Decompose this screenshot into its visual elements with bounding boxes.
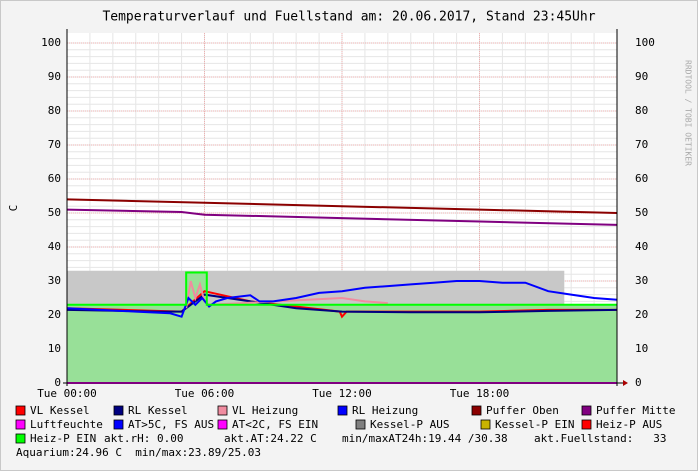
legend-swatch	[15, 433, 26, 444]
legend-swatch	[355, 419, 366, 430]
x-tick-label: Tue 06:00	[175, 387, 235, 400]
legend-label: Kessel-P EIN	[495, 418, 574, 431]
y2-tick-label: 90	[635, 70, 648, 83]
y-tick-label: 30	[48, 274, 61, 287]
y2-tick-label: 0	[635, 376, 642, 389]
legend-swatch	[113, 405, 124, 416]
chart-title: Temperaturverlauf und Fuellstand am: 20.…	[102, 10, 595, 25]
legend-label: RL Kessel	[128, 404, 188, 417]
legend-swatch	[113, 419, 124, 430]
y2-tick-label: 80	[635, 104, 648, 117]
x-tick-label: Tue 00:00	[37, 387, 97, 400]
legend-label: RL Heizung	[352, 404, 418, 417]
watermark: RRDTOOL / TOBI OETIKER	[684, 60, 693, 166]
legend-label: Kessel-P AUS	[370, 418, 449, 431]
y2-tick-label: 70	[635, 138, 648, 151]
line	[66, 198, 618, 214]
arrow	[623, 380, 628, 386]
legend-swatch	[480, 419, 491, 430]
line	[66, 293, 618, 314]
legend-swatch	[471, 405, 482, 416]
y-tick-label: 50	[48, 206, 61, 219]
line	[67, 271, 617, 306]
y-tick-label: 10	[48, 342, 61, 355]
y2-tick-label: 60	[635, 172, 648, 185]
comment: Aquarium:24.96 C min/max:23.89/25.03	[16, 446, 261, 459]
comment: akt.AT:24.22 C	[224, 432, 317, 445]
line	[66, 280, 618, 318]
legend-label: Puffer Mitte	[596, 404, 675, 417]
comment: akt.Fuellstand: 33	[534, 432, 666, 445]
y-tick-label: 80	[48, 104, 61, 117]
legend-swatch	[15, 419, 26, 430]
legend-swatch	[217, 419, 228, 430]
legend-label: VL Kessel	[30, 404, 90, 417]
y-tick-label: 70	[48, 138, 61, 151]
legend-swatch	[581, 405, 592, 416]
y-tick-label: 90	[48, 70, 61, 83]
legend-label: Heiz-P EIN	[30, 432, 96, 445]
y2-tick-label: 50	[635, 206, 648, 219]
comment: akt.rH: 0.00	[104, 432, 183, 445]
legend-label: VL Heizung	[232, 404, 298, 417]
legend-swatch	[15, 405, 26, 416]
y-tick-label: 40	[48, 240, 61, 253]
y-tick-label: 60	[48, 172, 61, 185]
legend-swatch	[581, 419, 592, 430]
y2-tick-label: 10	[635, 342, 648, 355]
line	[66, 208, 618, 226]
y-tick-label: 20	[48, 308, 61, 321]
legend-swatch	[337, 405, 348, 416]
legend-label: Puffer Oben	[486, 404, 559, 417]
y2-tick-label: 30	[635, 274, 648, 287]
legend-label: Luftfeuchte	[30, 418, 103, 431]
y-axis-label: C	[7, 205, 20, 212]
y-tick-label: 0	[54, 376, 61, 389]
y-tick-label: 100	[41, 36, 61, 49]
legend-label: Heiz-P AUS	[596, 418, 662, 431]
legend-label: AT<2C, FS EIN	[232, 418, 318, 431]
legend-swatch	[217, 405, 228, 416]
x-tick-label: Tue 18:00	[450, 387, 510, 400]
comment: min/maxAT24h:19.44 /30.38	[342, 432, 508, 445]
y2-tick-label: 100	[635, 36, 655, 49]
y2-tick-label: 20	[635, 308, 648, 321]
legend-label: AT>5C, FS AUS	[128, 418, 214, 431]
x-tick-label: Tue 12:00	[312, 387, 372, 400]
y2-tick-label: 40	[635, 240, 648, 253]
